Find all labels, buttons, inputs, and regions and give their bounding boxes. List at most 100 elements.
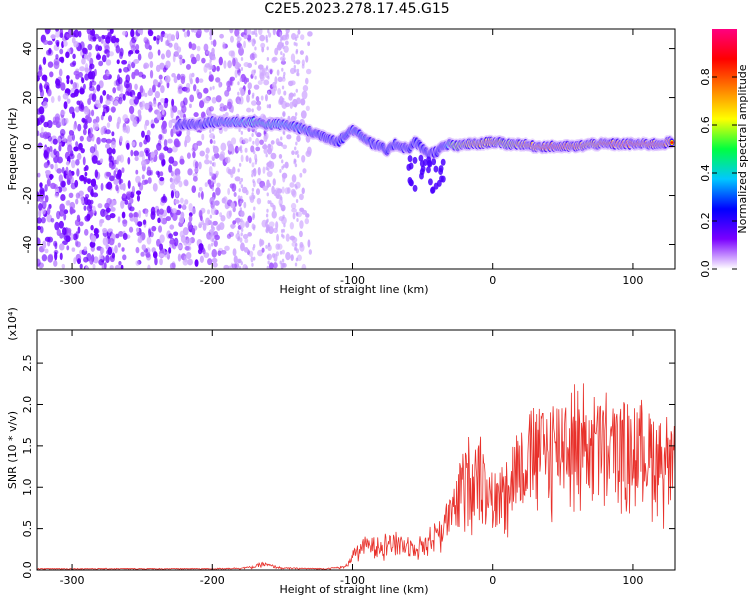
noise-cell	[263, 134, 268, 143]
noise-cell	[78, 142, 83, 150]
noise-cell	[276, 69, 280, 76]
noise-cell	[152, 182, 158, 192]
noise-cell	[207, 243, 212, 251]
colorbar-label: Normalized spectral amplitude	[736, 64, 749, 233]
noise-cell	[92, 205, 96, 214]
noise-cell	[175, 174, 181, 183]
noise-cell	[99, 95, 103, 104]
noise-cell	[159, 234, 165, 243]
noise-cell	[148, 87, 152, 94]
noise-cell	[130, 44, 136, 52]
noise-cell	[197, 192, 201, 198]
noise-cell	[165, 216, 172, 222]
noise-cell	[40, 216, 46, 224]
noise-cell	[276, 233, 279, 242]
noise-cell	[207, 179, 212, 185]
noise-cell	[144, 209, 149, 218]
noise-cell	[212, 39, 217, 47]
noise-cell	[102, 111, 106, 117]
noise-cell	[184, 199, 189, 205]
x-tick-label: 100	[622, 274, 643, 287]
noise-cell	[201, 133, 205, 141]
noise-cell	[188, 41, 192, 49]
noise-cell	[80, 102, 85, 111]
noise-cell	[256, 132, 262, 138]
noise-cell	[169, 262, 176, 269]
noise-cell	[226, 166, 230, 174]
noise-cell	[96, 84, 101, 92]
noise-cell	[265, 66, 269, 71]
noise-cell	[115, 184, 119, 192]
noise-cell	[254, 129, 257, 134]
noise-cell	[106, 181, 113, 190]
noise-cell	[116, 59, 120, 65]
noise-cell	[305, 150, 312, 157]
noise-cell	[187, 168, 193, 176]
track-cell	[406, 163, 412, 171]
noise-cell	[282, 112, 286, 117]
noise-cell	[123, 66, 130, 73]
noise-cell	[296, 135, 301, 143]
noise-cell	[93, 256, 99, 264]
noise-cell	[289, 182, 295, 188]
noise-cell	[262, 185, 269, 192]
colorbar	[712, 29, 737, 269]
noise-cell	[75, 198, 79, 205]
noise-cell	[149, 60, 154, 69]
noise-cell	[294, 163, 298, 168]
noise-cell	[46, 89, 52, 97]
noise-cell	[82, 47, 87, 55]
noise-cell	[299, 220, 304, 229]
noise-cell	[226, 86, 231, 92]
noise-cell	[240, 177, 244, 182]
noise-cell	[83, 123, 88, 130]
noise-cell	[247, 82, 252, 90]
noise-cell	[50, 96, 55, 104]
noise-cell	[277, 76, 283, 83]
noise-cell	[284, 40, 289, 46]
noise-cell	[58, 68, 63, 77]
noise-cell	[141, 174, 145, 180]
noise-cell	[102, 104, 108, 109]
x-tick-label: 0	[489, 274, 496, 287]
noise-cell	[176, 46, 182, 53]
noise-cell	[194, 161, 199, 169]
noise-cell	[41, 200, 47, 210]
noise-cell	[255, 33, 258, 38]
noise-cell	[104, 202, 110, 209]
noise-cell	[209, 160, 213, 165]
noise-cell	[91, 155, 98, 164]
noise-cell	[294, 112, 298, 117]
noise-cell	[223, 60, 227, 69]
noise-cell	[130, 114, 137, 123]
noise-cell	[184, 245, 190, 251]
noise-cell	[135, 227, 140, 233]
noise-cell	[209, 171, 212, 176]
noise-cell	[238, 29, 241, 32]
noise-cell	[116, 156, 120, 165]
noise-cell	[282, 228, 285, 233]
noise-cell	[240, 227, 244, 232]
noise-cell	[280, 100, 283, 105]
noise-cell	[201, 57, 206, 64]
noise-cell	[135, 190, 142, 196]
noise-cell	[255, 146, 261, 152]
noise-cell	[266, 192, 269, 197]
noise-cell	[223, 264, 230, 269]
noise-cell	[55, 53, 59, 60]
noise-cell	[251, 262, 254, 267]
noise-cell	[63, 213, 67, 221]
noise-cell	[247, 232, 252, 237]
y-tick-label: -20	[21, 187, 34, 205]
noise-cell	[205, 147, 210, 154]
noise-cell	[281, 172, 288, 179]
noise-cell	[142, 219, 147, 225]
noise-cell	[75, 241, 81, 248]
noise-cell	[253, 84, 260, 90]
noise-cell	[185, 251, 192, 260]
noise-cell	[37, 108, 42, 115]
noise-cell	[173, 231, 179, 237]
noise-cell	[302, 168, 307, 174]
noise-cell	[154, 257, 158, 266]
noise-cell	[233, 191, 237, 198]
